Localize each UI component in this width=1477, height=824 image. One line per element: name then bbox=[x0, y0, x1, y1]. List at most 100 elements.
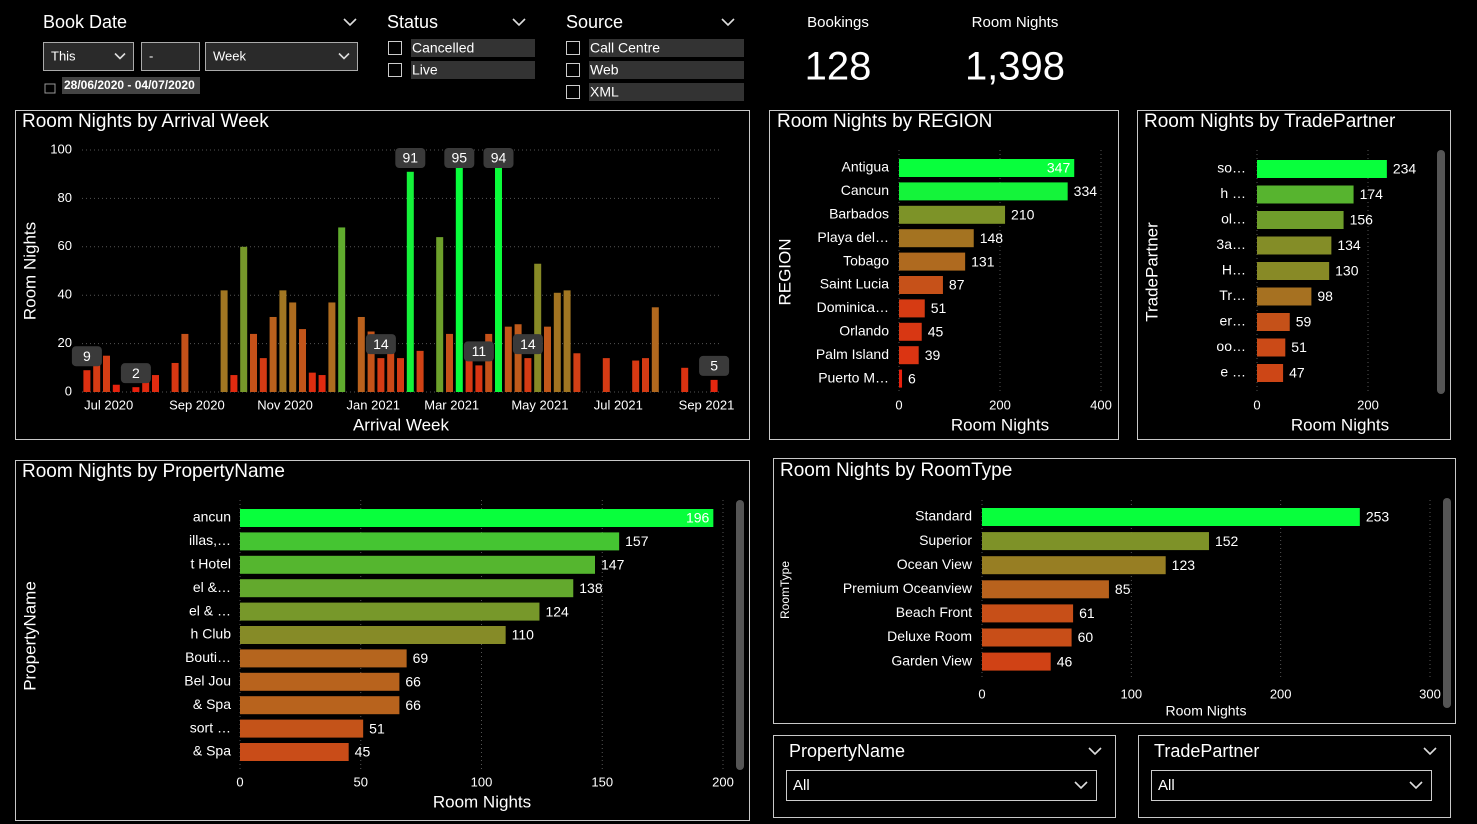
bar bbox=[899, 369, 903, 388]
calendar-icon bbox=[44, 83, 56, 94]
bar bbox=[1257, 160, 1387, 178]
chevron[interactable] bbox=[1409, 781, 1423, 790]
checkbox[interactable] bbox=[388, 41, 402, 55]
bar bbox=[377, 358, 385, 392]
category-label: Puerto M… bbox=[818, 369, 889, 385]
chevron[interactable] bbox=[338, 52, 350, 60]
bar bbox=[465, 360, 473, 392]
filter-item[interactable]: Live bbox=[412, 62, 438, 78]
data-label: 334 bbox=[1074, 183, 1098, 199]
data-label: 2 bbox=[132, 365, 140, 381]
bar bbox=[899, 252, 966, 271]
x-tick-label: 0 bbox=[1253, 397, 1260, 412]
category-label: e … bbox=[1220, 364, 1246, 380]
roomtype-panel bbox=[773, 458, 1456, 724]
bar bbox=[240, 626, 506, 644]
x-tick-label: Jul 2020 bbox=[84, 397, 133, 412]
dropdown[interactable] bbox=[1151, 770, 1432, 801]
filter-title: Book Date bbox=[43, 12, 127, 32]
bar bbox=[83, 370, 91, 392]
bar bbox=[1257, 313, 1290, 331]
x-tick-label: 400 bbox=[1090, 397, 1112, 412]
filter-item[interactable]: Call Centre bbox=[590, 40, 660, 56]
date-range-bg bbox=[62, 77, 200, 94]
item-bg bbox=[589, 61, 744, 79]
data-label: 210 bbox=[1011, 207, 1035, 223]
filter-title: TradePartner bbox=[1154, 741, 1259, 761]
x-axis-label: Room Nights bbox=[951, 415, 1049, 434]
bar bbox=[642, 358, 649, 392]
category-label: oo… bbox=[1216, 338, 1246, 354]
bar bbox=[455, 162, 463, 392]
data-label: 11 bbox=[472, 343, 487, 359]
bar bbox=[602, 358, 610, 392]
data-label: 5 bbox=[710, 358, 718, 374]
scrollbar[interactable] bbox=[1437, 150, 1445, 394]
bar bbox=[563, 290, 571, 392]
bar bbox=[899, 346, 919, 365]
filter-title: Source bbox=[566, 12, 623, 32]
scrollbar[interactable] bbox=[736, 500, 744, 770]
bar bbox=[681, 367, 689, 392]
data-label: 148 bbox=[980, 230, 1004, 246]
checkbox[interactable] bbox=[566, 85, 580, 99]
category-label: Deluxe Room bbox=[887, 628, 972, 644]
filter-item[interactable]: Web bbox=[590, 62, 619, 78]
bar bbox=[982, 652, 1051, 671]
checkbox[interactable] bbox=[388, 63, 402, 77]
chart-title: Room Nights by PropertyName bbox=[22, 461, 285, 482]
bar bbox=[152, 375, 159, 392]
bar bbox=[416, 350, 424, 392]
data-label: 123 bbox=[1172, 557, 1196, 573]
chevron[interactable] bbox=[114, 52, 126, 60]
data-label: 6 bbox=[908, 370, 916, 386]
bar bbox=[982, 604, 1074, 623]
category-label: Standard bbox=[915, 508, 972, 524]
dropdown[interactable] bbox=[786, 770, 1097, 801]
data-label: 131 bbox=[971, 253, 995, 269]
scrollbar[interactable] bbox=[1443, 498, 1451, 708]
category-label: Tobago bbox=[843, 252, 889, 268]
chart-title: Room Nights by REGION bbox=[777, 111, 992, 132]
dropdown[interactable] bbox=[141, 42, 200, 71]
x-axis-label: Room Nights bbox=[1291, 415, 1389, 434]
filter-title: Status bbox=[387, 12, 438, 32]
bar bbox=[1257, 338, 1286, 357]
data-label: 61 bbox=[1079, 605, 1095, 621]
bar bbox=[982, 628, 1072, 647]
chevron[interactable] bbox=[1088, 747, 1102, 756]
bar bbox=[1257, 364, 1284, 382]
bar bbox=[573, 353, 581, 392]
chevron[interactable] bbox=[343, 18, 357, 27]
category-label: el &… bbox=[193, 579, 231, 595]
bar bbox=[112, 384, 120, 392]
y-tick-label: 60 bbox=[58, 238, 72, 253]
bar bbox=[289, 302, 297, 392]
category-label: ancun bbox=[193, 509, 231, 525]
x-tick-label: 200 bbox=[712, 774, 734, 789]
data-label: 347 bbox=[1047, 160, 1071, 176]
bar bbox=[899, 299, 925, 318]
x-tick-label: 300 bbox=[1419, 686, 1441, 701]
checkbox[interactable] bbox=[566, 41, 580, 55]
chevron[interactable] bbox=[1423, 747, 1437, 756]
x-tick-label: 0 bbox=[978, 686, 985, 701]
x-tick-label: 200 bbox=[1270, 686, 1292, 701]
data-label: 51 bbox=[931, 300, 947, 316]
filter-item[interactable]: XML bbox=[590, 84, 619, 100]
chevron[interactable] bbox=[512, 18, 526, 27]
chart-title: Room Nights by TradePartner bbox=[1144, 111, 1396, 132]
checkbox[interactable] bbox=[566, 63, 580, 77]
bar bbox=[318, 375, 326, 392]
bar bbox=[544, 326, 551, 392]
bar bbox=[240, 696, 400, 715]
bar bbox=[240, 579, 574, 598]
card-value: 1,398 bbox=[965, 45, 1065, 89]
chevron[interactable] bbox=[721, 18, 735, 27]
filter-item[interactable]: Cancelled bbox=[412, 40, 474, 56]
chevron[interactable] bbox=[1074, 781, 1088, 790]
data-label: 69 bbox=[413, 650, 429, 666]
dropdown[interactable] bbox=[205, 42, 358, 71]
data-label: 253 bbox=[1366, 509, 1390, 525]
bar bbox=[446, 333, 453, 392]
